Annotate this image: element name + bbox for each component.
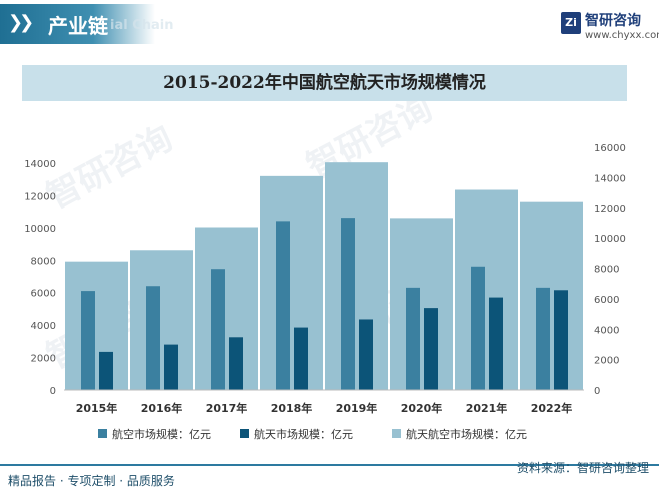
x-tick-label: 2020年 (401, 401, 443, 415)
bar-space (99, 351, 113, 390)
x-tick-label: 2019年 (336, 401, 378, 415)
bar-space (489, 297, 503, 390)
x-tick-label: 2017年 (206, 401, 248, 415)
y-left-tick-label: 2000 (31, 354, 56, 365)
bar-combined (390, 218, 453, 390)
y-right-tick-label: 4000 (594, 325, 619, 336)
brand-logo: Zi 智研咨询 www.chyxx.com (561, 10, 659, 44)
y-left-tick-label: 4000 (31, 321, 56, 332)
y-right-tick-label: 6000 (594, 295, 619, 306)
y-left-tick-label: 10000 (24, 224, 56, 235)
logo-name: 智研咨询 (585, 13, 641, 29)
header: ❯❯ 产业链 ial Chain Zi 智研咨询 www.chyxx.com (0, 0, 659, 50)
y-right-tick-label: 2000 (594, 356, 619, 367)
chart-title: 2015-2022年中国航空航天市场规模情况 (22, 65, 627, 101)
logo-url: www.chyxx.com (585, 30, 659, 41)
header-banner (0, 4, 155, 44)
source-note: 资料来源：智研咨询整理 (516, 461, 649, 475)
bar-space (424, 308, 438, 390)
x-tick-label: 2016年 (141, 401, 183, 415)
footer-tagline: 精品报告 · 专项定制 · 品质服务 (8, 474, 175, 488)
legend-swatch (240, 429, 249, 438)
bar-space (554, 290, 568, 390)
bar-aviation (406, 287, 420, 390)
section-title: 产业链 (48, 14, 108, 38)
y-right-tick-label: 12000 (594, 204, 626, 215)
bar-aviation (81, 291, 95, 390)
bar-combined (455, 189, 518, 390)
y-left-tick-label: 12000 (24, 191, 56, 202)
bar-aviation (471, 266, 485, 390)
bar-space (229, 337, 243, 390)
legend-label: 航天航空市场规模：亿元 (406, 427, 527, 441)
bar-space (164, 344, 178, 390)
y-right-tick-label: 14000 (594, 173, 626, 184)
legend-label: 航天市场规模：亿元 (254, 427, 353, 441)
y-left-tick-label: 0 (50, 386, 56, 397)
bar-space (359, 319, 373, 390)
logo-icon: Zi (561, 12, 581, 34)
y-left-tick-label: 8000 (31, 256, 56, 267)
x-tick-label: 2018年 (271, 401, 313, 415)
section-subtitle: ial Chain (110, 18, 174, 33)
bar-combined (65, 261, 128, 390)
bar-aviation (341, 218, 355, 390)
x-tick-label: 2022年 (531, 401, 573, 415)
y-left-tick-label: 14000 (24, 159, 56, 170)
y-right-tick-label: 0 (594, 386, 600, 397)
bar-space (294, 327, 308, 390)
legend-swatch (392, 429, 401, 438)
x-tick-label: 2015年 (76, 401, 118, 415)
legend-swatch (98, 429, 107, 438)
bar-combined (520, 201, 583, 390)
bar-aviation (536, 287, 550, 390)
y-left-tick-label: 6000 (31, 289, 56, 300)
legend-label: 航空市场规模：亿元 (112, 427, 211, 441)
bar-aviation (146, 286, 160, 390)
bar-aviation (211, 269, 225, 390)
bar-combined (260, 175, 323, 390)
bar-aviation (276, 221, 290, 390)
y-right-tick-label: 16000 (594, 143, 626, 154)
footer-divider (0, 464, 659, 466)
bar-combined (130, 250, 193, 390)
y-right-tick-label: 8000 (594, 265, 619, 276)
x-tick-label: 2021年 (466, 401, 508, 415)
bar-combined (195, 227, 258, 390)
double-arrow-icon: ❯❯ (8, 12, 34, 33)
y-right-tick-label: 10000 (594, 234, 626, 245)
bar-combined (325, 162, 388, 390)
